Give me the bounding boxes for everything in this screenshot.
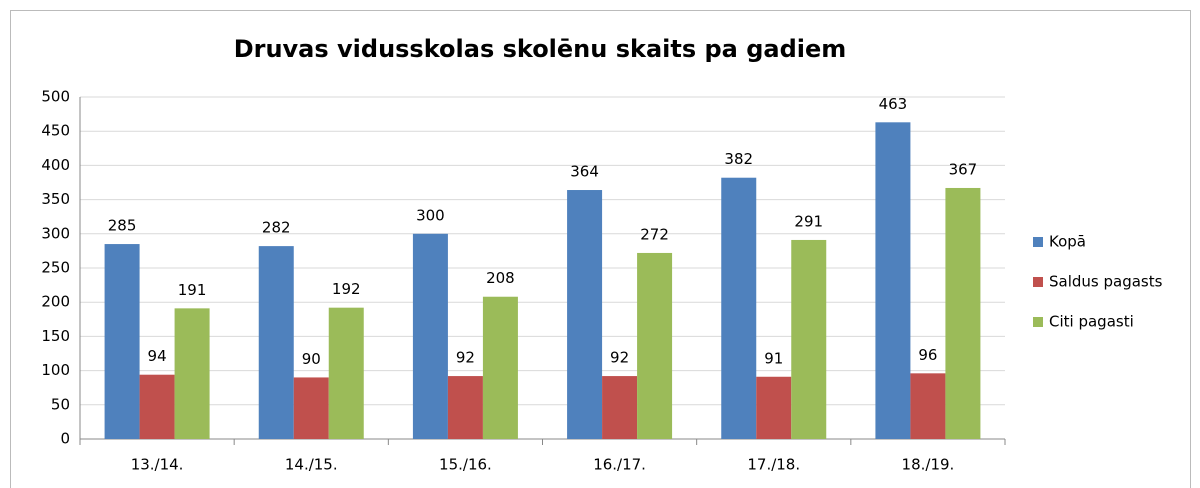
x-tick-label: 15./16. bbox=[439, 456, 492, 474]
bar bbox=[910, 373, 946, 439]
legend-swatch bbox=[1033, 237, 1043, 247]
data-label: 91 bbox=[764, 349, 783, 367]
data-label: 367 bbox=[949, 160, 978, 178]
bar bbox=[721, 177, 757, 439]
data-label: 192 bbox=[332, 280, 361, 298]
bar bbox=[482, 296, 518, 439]
legend-label: Saldus pagasts bbox=[1049, 273, 1163, 291]
data-label: 291 bbox=[794, 212, 823, 230]
bar bbox=[791, 239, 827, 439]
y-tick-label: 50 bbox=[51, 395, 70, 413]
bar bbox=[567, 190, 603, 439]
y-tick-label: 100 bbox=[41, 361, 70, 379]
x-tick-label: 14./15. bbox=[285, 456, 338, 474]
y-tick-label: 450 bbox=[41, 122, 70, 140]
bar bbox=[945, 187, 981, 439]
y-tick-label: 350 bbox=[41, 190, 70, 208]
bar bbox=[293, 377, 329, 439]
y-tick-label: 500 bbox=[41, 88, 70, 106]
data-label: 364 bbox=[570, 163, 599, 181]
data-label: 94 bbox=[148, 347, 167, 365]
data-label: 92 bbox=[610, 349, 629, 367]
y-tick-label: 0 bbox=[60, 430, 70, 448]
data-label: 272 bbox=[640, 225, 669, 243]
bar bbox=[875, 122, 911, 440]
bar bbox=[328, 307, 364, 439]
bar bbox=[174, 308, 210, 439]
data-label: 191 bbox=[178, 281, 207, 299]
x-tick-label: 18./19. bbox=[902, 456, 955, 474]
legend-label: Citi pagasti bbox=[1049, 313, 1134, 331]
x-tick-label: 16./17. bbox=[593, 456, 646, 474]
bar bbox=[412, 233, 448, 439]
bar bbox=[756, 376, 792, 439]
y-tick-label: 200 bbox=[41, 293, 70, 311]
bar bbox=[104, 244, 140, 439]
y-tick-label: 250 bbox=[41, 259, 70, 277]
data-label: 285 bbox=[108, 217, 137, 235]
bar bbox=[258, 246, 294, 439]
data-label: 300 bbox=[416, 206, 445, 224]
data-label: 92 bbox=[456, 349, 475, 367]
x-tick-label: 13./14. bbox=[131, 456, 184, 474]
data-label: 90 bbox=[302, 350, 321, 368]
data-label: 282 bbox=[262, 219, 291, 237]
data-label: 382 bbox=[724, 150, 753, 168]
bar bbox=[637, 252, 673, 439]
data-label: 463 bbox=[879, 95, 908, 113]
y-tick-label: 150 bbox=[41, 327, 70, 345]
data-label: 208 bbox=[486, 269, 515, 287]
legend-swatch bbox=[1033, 317, 1043, 327]
bar bbox=[602, 376, 638, 439]
x-tick-label: 17./18. bbox=[747, 456, 800, 474]
y-tick-label: 300 bbox=[41, 224, 70, 242]
bar bbox=[139, 374, 175, 439]
legend-swatch bbox=[1033, 277, 1043, 287]
legend-label: Kopā bbox=[1049, 233, 1086, 251]
data-label: 96 bbox=[918, 346, 937, 364]
chart-title: Druvas vidusskolas skolēnu skaits pa gad… bbox=[234, 35, 847, 63]
y-tick-label: 400 bbox=[41, 156, 70, 174]
bar bbox=[447, 376, 483, 439]
